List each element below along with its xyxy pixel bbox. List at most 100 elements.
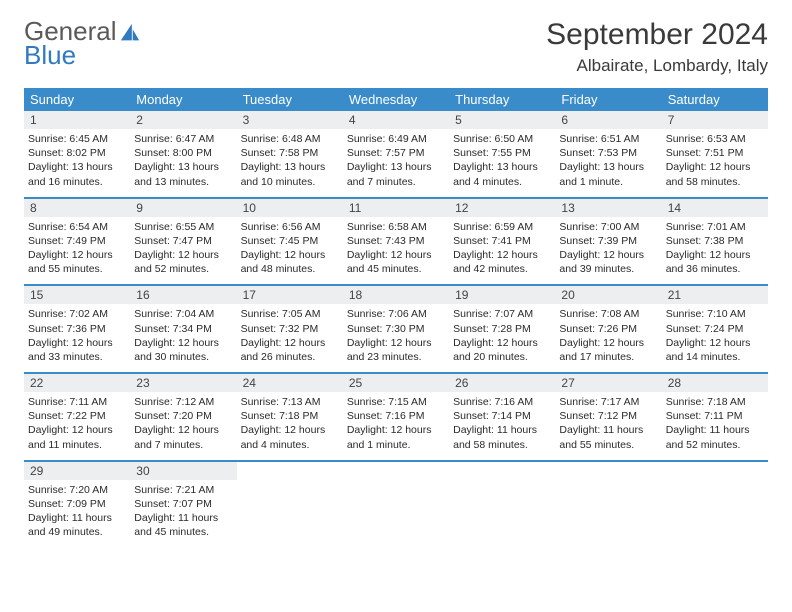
daylight-text-1: Daylight: 12 hours	[666, 336, 764, 350]
day-number-row: 1234567	[24, 111, 768, 129]
day-number: 10	[237, 198, 343, 217]
sunrise-text: Sunrise: 7:11 AM	[28, 395, 126, 409]
sunset-text: Sunset: 7:32 PM	[241, 322, 339, 336]
daylight-text-2: and 11 minutes.	[28, 438, 126, 452]
day-cell: Sunrise: 6:56 AMSunset: 7:45 PMDaylight:…	[237, 217, 343, 286]
day-number: 12	[449, 198, 555, 217]
day-cell: Sunrise: 6:49 AMSunset: 7:57 PMDaylight:…	[343, 129, 449, 198]
daylight-text-2: and 45 minutes.	[134, 525, 232, 539]
dow-friday: Friday	[555, 88, 661, 111]
sunrise-text: Sunrise: 7:01 AM	[666, 220, 764, 234]
sunrise-text: Sunrise: 7:15 AM	[347, 395, 445, 409]
sunrise-text: Sunrise: 7:10 AM	[666, 307, 764, 321]
daylight-text-1: Daylight: 12 hours	[28, 423, 126, 437]
daylight-text-1: Daylight: 11 hours	[28, 511, 126, 525]
day-cell: Sunrise: 7:00 AMSunset: 7:39 PMDaylight:…	[555, 217, 661, 286]
sunrise-text: Sunrise: 7:21 AM	[134, 483, 232, 497]
week-row: Sunrise: 6:54 AMSunset: 7:49 PMDaylight:…	[24, 217, 768, 286]
day-cell: Sunrise: 7:21 AMSunset: 7:07 PMDaylight:…	[130, 480, 236, 548]
daylight-text-1: Daylight: 12 hours	[453, 336, 551, 350]
sunrise-text: Sunrise: 7:02 AM	[28, 307, 126, 321]
sunset-text: Sunset: 7:18 PM	[241, 409, 339, 423]
title-block: September 2024 Albairate, Lombardy, Ital…	[546, 18, 768, 76]
daylight-text-1: Daylight: 12 hours	[666, 248, 764, 262]
daylight-text-2: and 48 minutes.	[241, 262, 339, 276]
sunset-text: Sunset: 7:28 PM	[453, 322, 551, 336]
daylight-text-1: Daylight: 12 hours	[241, 248, 339, 262]
sunrise-text: Sunrise: 7:17 AM	[559, 395, 657, 409]
daylight-text-1: Daylight: 12 hours	[453, 248, 551, 262]
sunset-text: Sunset: 7:58 PM	[241, 146, 339, 160]
sunset-text: Sunset: 7:07 PM	[134, 497, 232, 511]
day-cell: Sunrise: 7:12 AMSunset: 7:20 PMDaylight:…	[130, 392, 236, 461]
day-number: 2	[130, 111, 236, 129]
day-cell: Sunrise: 7:13 AMSunset: 7:18 PMDaylight:…	[237, 392, 343, 461]
sunset-text: Sunset: 7:43 PM	[347, 234, 445, 248]
daylight-text-2: and 7 minutes.	[347, 175, 445, 189]
daylight-text-1: Daylight: 12 hours	[28, 248, 126, 262]
sunrise-text: Sunrise: 6:55 AM	[134, 220, 232, 234]
sunrise-text: Sunrise: 7:06 AM	[347, 307, 445, 321]
day-number: 30	[130, 461, 236, 480]
day-number: 15	[24, 285, 130, 304]
sunset-text: Sunset: 7:45 PM	[241, 234, 339, 248]
daylight-text-1: Daylight: 13 hours	[134, 160, 232, 174]
sunset-text: Sunset: 7:36 PM	[28, 322, 126, 336]
daylight-text-2: and 45 minutes.	[347, 262, 445, 276]
daylight-text-1: Daylight: 13 hours	[347, 160, 445, 174]
calendar-table: Sunday Monday Tuesday Wednesday Thursday…	[24, 88, 768, 547]
sunrise-text: Sunrise: 6:50 AM	[453, 132, 551, 146]
day-number: 22	[24, 373, 130, 392]
sunset-text: Sunset: 7:41 PM	[453, 234, 551, 248]
daylight-text-1: Daylight: 12 hours	[241, 336, 339, 350]
daylight-text-2: and 4 minutes.	[453, 175, 551, 189]
day-cell	[237, 480, 343, 548]
day-number: 23	[130, 373, 236, 392]
day-number: 28	[662, 373, 768, 392]
day-cell: Sunrise: 6:47 AMSunset: 8:00 PMDaylight:…	[130, 129, 236, 198]
sunrise-text: Sunrise: 7:18 AM	[666, 395, 764, 409]
daylight-text-1: Daylight: 12 hours	[28, 336, 126, 350]
sunrise-text: Sunrise: 7:16 AM	[453, 395, 551, 409]
day-cell: Sunrise: 7:20 AMSunset: 7:09 PMDaylight:…	[24, 480, 130, 548]
sunset-text: Sunset: 7:57 PM	[347, 146, 445, 160]
day-cell	[662, 480, 768, 548]
day-cell: Sunrise: 7:11 AMSunset: 7:22 PMDaylight:…	[24, 392, 130, 461]
day-number	[662, 461, 768, 480]
dow-saturday: Saturday	[662, 88, 768, 111]
day-number: 7	[662, 111, 768, 129]
daylight-text-1: Daylight: 12 hours	[666, 160, 764, 174]
sunset-text: Sunset: 7:26 PM	[559, 322, 657, 336]
sunset-text: Sunset: 8:02 PM	[28, 146, 126, 160]
sunrise-text: Sunrise: 6:48 AM	[241, 132, 339, 146]
daylight-text-1: Daylight: 12 hours	[347, 423, 445, 437]
day-cell: Sunrise: 7:01 AMSunset: 7:38 PMDaylight:…	[662, 217, 768, 286]
daylight-text-2: and 52 minutes.	[666, 438, 764, 452]
daylight-text-2: and 17 minutes.	[559, 350, 657, 364]
day-cell: Sunrise: 7:10 AMSunset: 7:24 PMDaylight:…	[662, 304, 768, 373]
sunrise-text: Sunrise: 6:45 AM	[28, 132, 126, 146]
sunrise-text: Sunrise: 6:51 AM	[559, 132, 657, 146]
sunrise-text: Sunrise: 7:07 AM	[453, 307, 551, 321]
daylight-text-2: and 13 minutes.	[134, 175, 232, 189]
daylight-text-1: Daylight: 13 hours	[28, 160, 126, 174]
day-cell: Sunrise: 7:15 AMSunset: 7:16 PMDaylight:…	[343, 392, 449, 461]
daylight-text-2: and 52 minutes.	[134, 262, 232, 276]
daylight-text-1: Daylight: 11 hours	[453, 423, 551, 437]
daylight-text-2: and 26 minutes.	[241, 350, 339, 364]
day-number: 9	[130, 198, 236, 217]
sunset-text: Sunset: 7:22 PM	[28, 409, 126, 423]
daylight-text-2: and 42 minutes.	[453, 262, 551, 276]
daylight-text-2: and 10 minutes.	[241, 175, 339, 189]
daylight-text-1: Daylight: 12 hours	[347, 336, 445, 350]
dow-monday: Monday	[130, 88, 236, 111]
day-number: 5	[449, 111, 555, 129]
daylight-text-2: and 33 minutes.	[28, 350, 126, 364]
daylight-text-2: and 58 minutes.	[453, 438, 551, 452]
header-row: General Blue September 2024 Albairate, L…	[24, 18, 768, 76]
day-cell: Sunrise: 7:06 AMSunset: 7:30 PMDaylight:…	[343, 304, 449, 373]
day-number: 29	[24, 461, 130, 480]
day-cell: Sunrise: 6:50 AMSunset: 7:55 PMDaylight:…	[449, 129, 555, 198]
day-number: 20	[555, 285, 661, 304]
logo: General Blue	[24, 18, 141, 68]
